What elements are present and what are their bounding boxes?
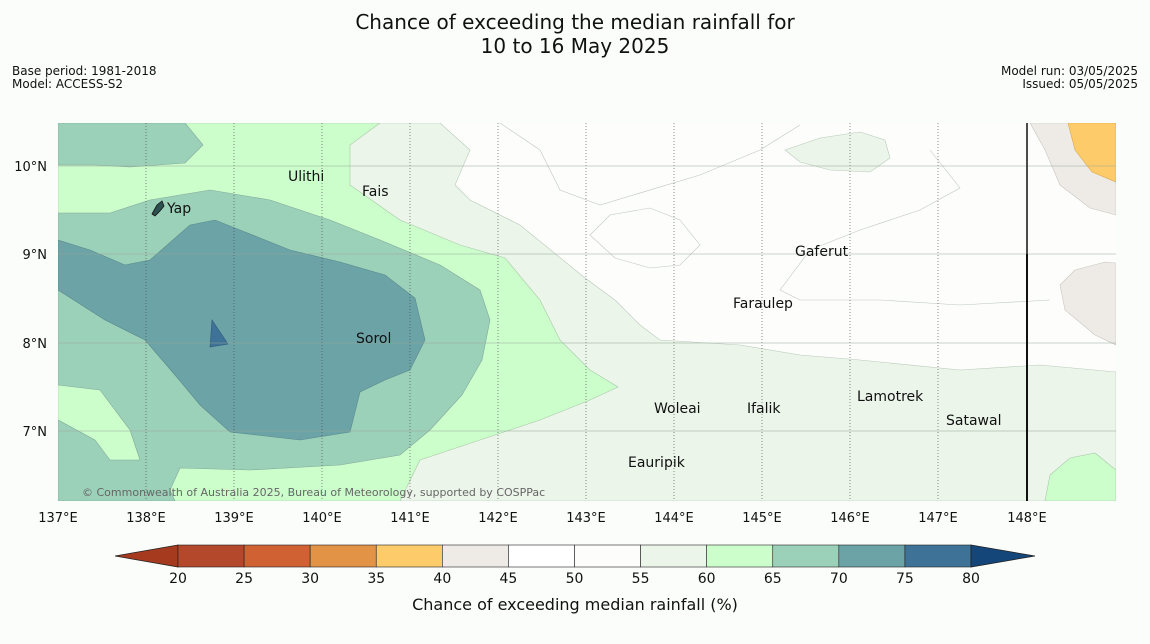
lon-label: 146°E [830,511,870,526]
lon-label: 144°E [654,511,694,526]
legend-swatch [904,544,972,568]
legend-tick-label: 70 [830,571,848,587]
lon-label: 137°E [38,511,78,526]
legend-tick-label: 35 [367,571,385,587]
legend-swatch [508,544,575,568]
place-yap: Yap [166,201,191,217]
place-lamotrek: Lamotrek [857,389,924,405]
contour-75-80 [209,319,229,348]
legend-tick-label: 45 [500,571,518,587]
lon-label: 142°E [478,511,518,526]
legend-swatch [442,544,509,568]
lat-labels: 10°N 9°N 8°N 7°N [14,160,47,440]
lon-label: 143°E [566,511,606,526]
legend-swatch [375,544,443,568]
place-faraulep: Faraulep [733,296,793,312]
legend-swatch [640,544,707,568]
map-title-line-2: 10 to 16 May 2025 [480,34,670,58]
legend-title: Chance of exceeding median rainfall (%) [412,595,738,614]
contour-60-65-east [1044,452,1116,501]
contour-40-45-e [1059,261,1116,346]
legend-swatch [243,544,311,568]
graticule [145,123,939,501]
legend-swatch [574,544,641,568]
lon-labels: 137°E 138°E 139°E 140°E 141°E 142°E 143°… [38,511,1047,526]
base-period-label: Base period: 1981-2018 [12,64,157,78]
place-eauripik: Eauripik [628,455,686,471]
yap-island-icon [151,200,165,217]
legend-tick-label: 40 [433,571,451,587]
lat-label: 8°N [23,337,48,352]
lon-label: 138°E [126,511,166,526]
lon-label: 139°E [214,511,254,526]
legend-tick-label: 50 [566,571,584,587]
legend-swatch [309,544,377,568]
legend-swatch [772,544,840,568]
legend-tick-label: 20 [169,571,187,587]
legend-tick-label: 30 [301,571,319,587]
legend-tick-label: 65 [764,571,782,587]
place-sorol: Sorol [356,331,391,347]
place-ifalik: Ifalik [747,401,781,417]
copyright-text: © Commonwealth of Australia 2025, Bureau… [82,486,545,499]
legend-tick-label: 80 [962,571,980,587]
lon-label: 140°E [302,511,342,526]
legend-tick-label: 75 [896,571,914,587]
meta-right: Model run: 03/05/2025 Issued: 05/05/2025 [1001,65,1138,91]
color-legend: 20 25 30 35 40 45 50 55 60 65 70 75 80 [114,544,1036,587]
legend-extend-high [970,544,1036,568]
contour-35-40-ne [1067,123,1116,183]
contour-55-60-north [784,131,891,173]
model-run-label: Model run: 03/05/2025 [1000,64,1138,78]
contour-line-50 [589,207,701,269]
lon-label: 145°E [742,511,782,526]
issued-label: Issued: 05/05/2025 [1022,77,1138,91]
legend-swatch [838,544,906,568]
legend-swatch [706,544,774,568]
place-woleai: Woleai [654,401,701,417]
map-title-line-1: Chance of exceeding the median rainfall … [355,10,795,34]
lat-label: 9°N [23,248,48,263]
contour-70-75 [58,219,426,441]
contour-fills: Ulithi Fais Yap Gaferut Faraulep Sorol L… [58,123,1116,501]
place-satawal: Satawal [946,413,1001,429]
legend-tick-label: 60 [698,571,716,587]
legend-tick-label: 55 [632,571,650,587]
lon-label: 148°E [1007,511,1047,526]
legend-swatch [177,544,245,568]
place-fais: Fais [362,184,389,200]
lat-lines [58,165,1116,432]
model-label: Model: ACCESS-S2 [12,77,124,91]
lon-label: 141°E [390,511,430,526]
lat-label: 10°N [14,160,47,175]
place-ulithi: Ulithi [288,169,324,185]
legend-tick-label: 25 [235,571,253,587]
legend-extend-low [114,544,179,568]
meta-left: Base period: 1981-2018 Model: ACCESS-S2 [12,65,157,91]
lon-label: 147°E [918,511,958,526]
contour-line-50-b [499,123,1051,306]
lat-label: 7°N [23,425,48,440]
place-gaferut: Gaferut [795,244,849,260]
